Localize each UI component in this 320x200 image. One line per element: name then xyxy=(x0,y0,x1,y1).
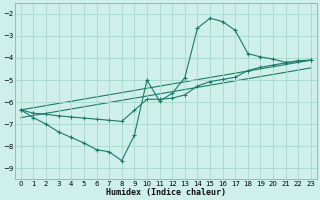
X-axis label: Humidex (Indice chaleur): Humidex (Indice chaleur) xyxy=(106,188,226,197)
